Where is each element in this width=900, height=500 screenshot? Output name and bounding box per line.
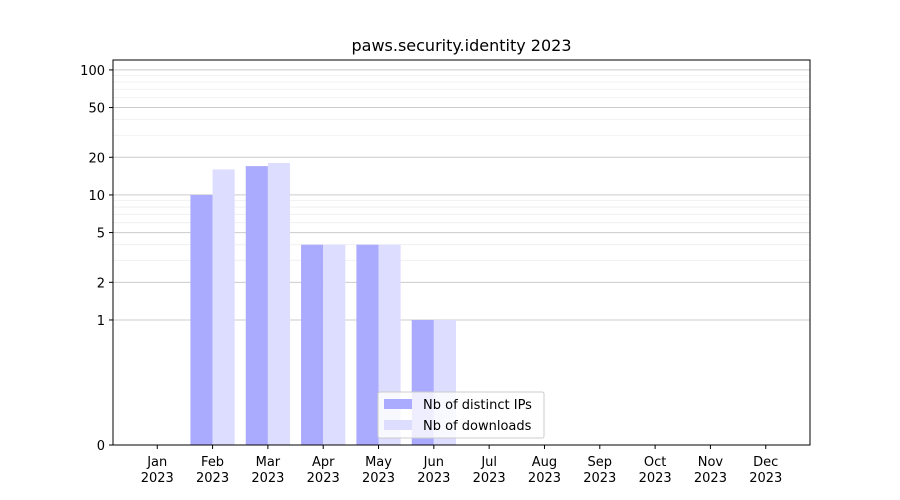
x-tick-label-year: 2023: [362, 471, 395, 486]
legend-swatch-downloads: [384, 420, 412, 430]
y-tick-label: 1: [97, 314, 105, 329]
x-tick-label-year: 2023: [694, 471, 727, 486]
x-tick-label-year: 2023: [307, 471, 340, 486]
bar-distinct-ips: [301, 244, 324, 445]
x-tick-label-year: 2023: [639, 471, 672, 486]
bar-distinct-ips: [190, 194, 213, 445]
x-tick-label-year: 2023: [141, 471, 174, 486]
bar-downloads: [212, 169, 235, 445]
x-tick-label-year: 2023: [528, 471, 561, 486]
y-tick-label: 0: [97, 439, 105, 454]
x-tick-label-month: May: [365, 455, 392, 470]
bar-downloads: [323, 244, 346, 445]
x-tick-label-month: Oct: [644, 455, 666, 470]
y-tick-label: 5: [97, 227, 105, 242]
chart-title: paws.security.identity 2023: [351, 36, 571, 55]
legend: Nb of distinct IPs Nb of downloads: [377, 391, 545, 439]
x-tick-label-year: 2023: [417, 471, 450, 486]
x-tick-label-year: 2023: [196, 471, 229, 486]
x-tick-label-month: Jun: [423, 455, 444, 470]
x-tick-label-month: Dec: [753, 455, 778, 470]
legend-box: [377, 391, 545, 439]
bar-distinct-ips: [245, 166, 268, 445]
x-tick-label-year: 2023: [583, 471, 616, 486]
y-tick-label: 2: [97, 276, 105, 291]
x-tick-label-month: Apr: [312, 455, 335, 470]
y-tick-label: 50: [88, 102, 105, 117]
x-tick-label-year: 2023: [473, 471, 506, 486]
y-tick-label: 100: [80, 64, 105, 79]
x-tick-label-month: Jul: [480, 455, 497, 470]
x-tick-label-year: 2023: [749, 471, 782, 486]
y-tick-label: 10: [88, 189, 105, 204]
x-tick-label-month: Sep: [588, 455, 613, 470]
y-tick-label: 20: [88, 151, 105, 166]
plot-frame: [112, 59, 811, 446]
bar-distinct-ips: [356, 244, 379, 445]
x-tick-label-month: Nov: [698, 455, 724, 470]
x-tick-label-month: Aug: [532, 455, 557, 470]
legend-label-downloads: Nb of downloads: [423, 419, 532, 434]
x-tick-label-month: Jan: [146, 455, 167, 470]
axis-ticks: 0125102050100Jan2023Feb2023Mar2023Apr202…: [80, 64, 782, 486]
legend-swatch-distinct-ips: [384, 399, 412, 409]
x-tick-label-month: Mar: [256, 455, 281, 470]
x-tick-label-month: Feb: [201, 455, 224, 470]
x-tick-label-year: 2023: [251, 471, 284, 486]
bar-downloads: [267, 163, 291, 445]
legend-label-distinct-ips: Nb of distinct IPs: [423, 398, 532, 413]
